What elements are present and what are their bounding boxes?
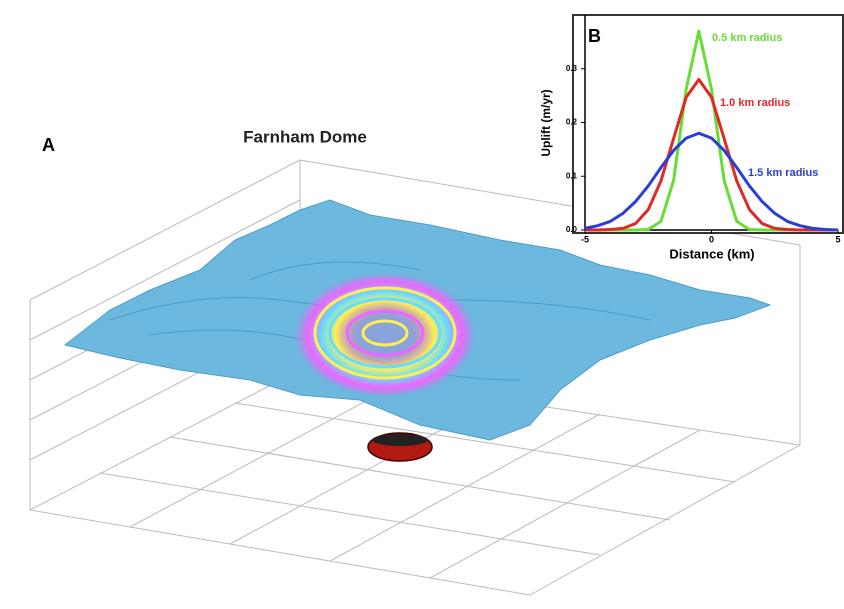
y-axis-label: Uplift (m/yr) — [539, 89, 553, 156]
panel-label: B — [588, 26, 601, 46]
y-tick-label: 0.3 — [566, 64, 578, 73]
x-tick-label: 0 — [709, 234, 714, 244]
chart-frame — [573, 15, 843, 233]
x-tick-label: -5 — [581, 234, 589, 244]
source-top — [372, 434, 428, 446]
series-label: 1.0 km radius — [720, 97, 790, 109]
y-tick-label: 0.2 — [566, 118, 578, 127]
panel-title: Farnham Dome — [243, 127, 367, 146]
figure: A Farnham Dome B Distance (km) Uplift (m… — [0, 0, 844, 604]
y-tick-label: 0.1 — [566, 171, 578, 180]
panel-label: A — [42, 135, 55, 155]
series-label: 0.5 km radius — [712, 32, 782, 44]
x-axis-label: Distance (km) — [669, 246, 754, 261]
y-tick-label: 0.0 — [566, 225, 578, 234]
panel-b: B Distance (km) Uplift (m/yr) 0.0 0.1 0.2 0… — [539, 15, 843, 261]
x-tick-label: 5 — [835, 234, 840, 244]
series-label: 1.5 km radius — [748, 167, 818, 179]
